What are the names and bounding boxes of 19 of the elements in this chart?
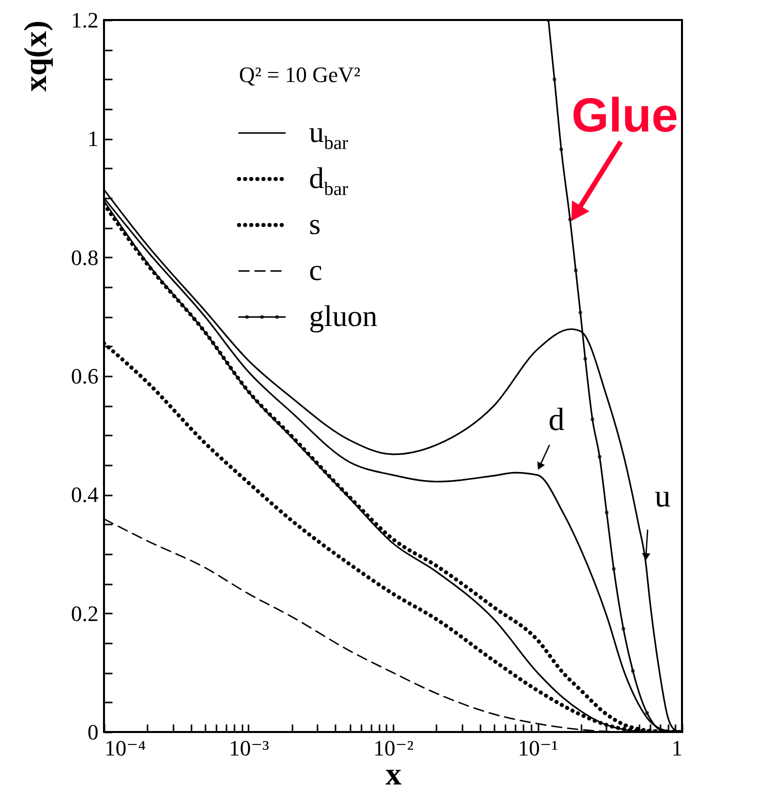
y-axis-title: xq(x): [17, 20, 53, 92]
y-tick-label: 0.2: [71, 600, 98, 626]
legend-label: c: [309, 254, 322, 287]
y-tick-label: 0: [88, 720, 98, 744]
legend-title: Q² = 10 GeV²: [239, 62, 361, 87]
y-tick-label: 0.4: [71, 482, 98, 508]
y-tick-label: 1: [88, 126, 98, 152]
annotation: u: [654, 478, 671, 514]
y-tick-label: 0.6: [71, 364, 98, 388]
legend-label: gluon: [309, 300, 378, 333]
annotation: Glue: [571, 90, 678, 143]
x-tick-label: 10⁻⁴: [104, 736, 146, 760]
y-tick-label: 1.2: [71, 8, 98, 32]
x-tick-label: 10⁻¹: [518, 736, 558, 760]
y-tick-label: 0.8: [71, 244, 98, 270]
x-tick-label: 1: [672, 736, 682, 760]
x-tick-label: 10⁻³: [228, 736, 270, 760]
legend-label: s: [309, 208, 321, 241]
annotation: d: [548, 400, 564, 437]
